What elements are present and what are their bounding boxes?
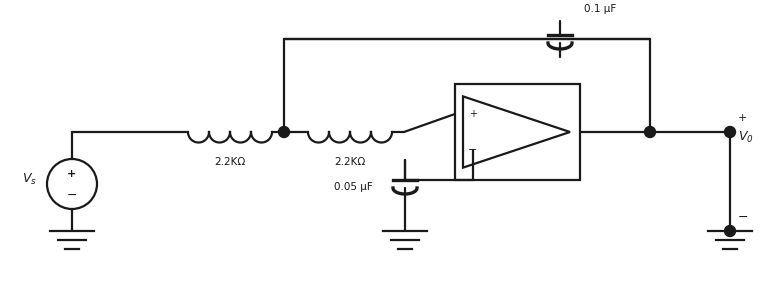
Text: +: + (738, 113, 747, 123)
Text: +: + (469, 109, 477, 119)
Circle shape (725, 226, 735, 237)
Text: −: − (468, 145, 477, 155)
Circle shape (645, 126, 656, 137)
Text: 0.05 μF: 0.05 μF (333, 182, 372, 192)
Circle shape (278, 126, 290, 137)
Text: $\mathregular{V_0}$: $\mathregular{V_0}$ (738, 130, 754, 144)
Text: $\mathregular{V_s}$: $\mathregular{V_s}$ (22, 171, 37, 187)
Text: −: − (738, 210, 749, 223)
Circle shape (725, 126, 735, 137)
Text: −: − (67, 188, 78, 202)
Text: 2.2KΩ: 2.2KΩ (215, 157, 246, 167)
Bar (455, 85, 580, 179)
Text: 0.1 μF: 0.1 μF (584, 4, 616, 14)
Text: +: + (67, 169, 77, 179)
Text: 2.2KΩ: 2.2KΩ (334, 157, 366, 167)
